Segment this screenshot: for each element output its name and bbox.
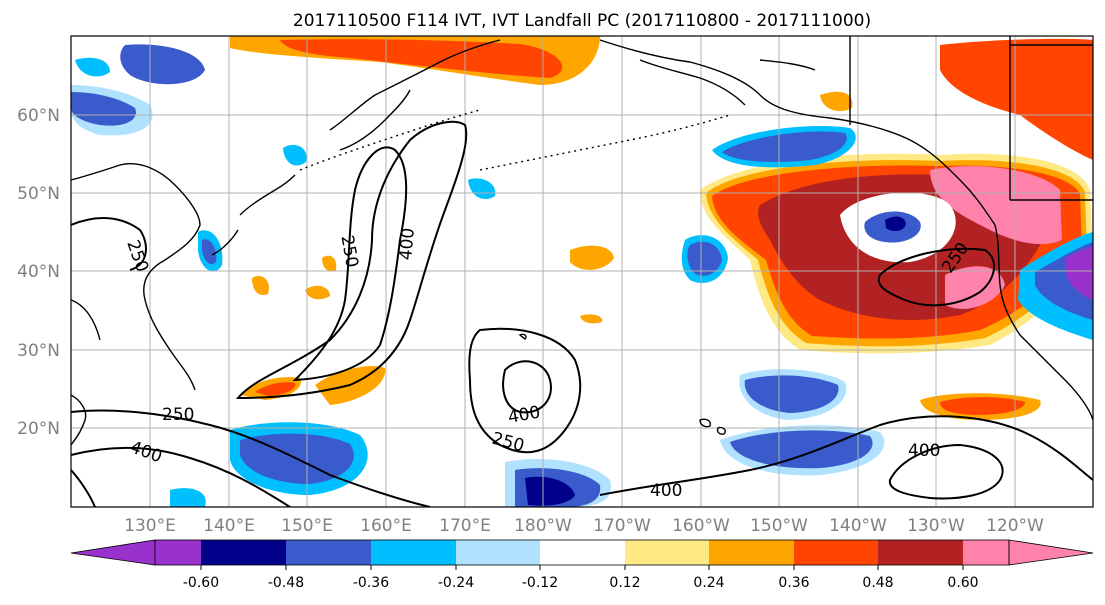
contour-400-east: [888, 443, 1004, 500]
map-panel: 250 400 250 250 400 250 400 400 250 400: [70, 35, 1094, 508]
negative-anomaly-region: [71, 92, 136, 126]
negative-anomaly-region: [202, 239, 217, 265]
contour-label: 400: [650, 481, 682, 501]
longitude-label: 120°W: [986, 516, 1044, 536]
negative-anomaly-region: [170, 488, 206, 507]
colorbar-segment: [794, 540, 878, 565]
contour-west-asia: [71, 217, 147, 271]
positive-anomaly-region: [580, 314, 603, 324]
colorbar-max-extension: [1008, 539, 1094, 566]
positive-anomaly-region: [252, 275, 269, 296]
colorbar-tick-label: -0.48: [268, 575, 304, 591]
contour-label: 250: [162, 405, 194, 425]
longitude-label: 180°W: [514, 516, 572, 536]
longitude-label: 140°E: [203, 516, 255, 536]
colorbar-tick-label: 0.48: [862, 575, 893, 591]
colorbar-segment: [286, 540, 371, 565]
figure-title: 2017110500 F114 IVT, IVT Landfall PC (20…: [293, 11, 871, 31]
positive-anomaly-region: [305, 285, 330, 300]
colorbar-segment: [155, 540, 201, 565]
contour-400-south: [599, 415, 1093, 496]
colorbar-tick-label: 0.36: [778, 575, 809, 591]
colorbar-segment: [709, 540, 794, 565]
negative-anomaly-region: [730, 430, 873, 469]
latitude-label: 30°N: [17, 341, 60, 361]
latitude-label: 40°N: [17, 262, 60, 282]
colorbar-segment: [201, 540, 286, 565]
latitude-label: 20°N: [17, 419, 60, 439]
positive-anomaly-region: [820, 91, 853, 112]
contour-400-central: [502, 360, 552, 414]
negative-anomaly-region: [1065, 246, 1093, 300]
latitude-label: 60°N: [17, 106, 60, 126]
longitude-label: 150°E: [281, 516, 333, 536]
colorbar-segment: [963, 540, 1009, 565]
negative-anomaly-region: [885, 216, 906, 232]
longitude-label: 160°E: [360, 516, 412, 536]
contour-label: 400: [396, 227, 419, 261]
positive-anomaly-region: [322, 255, 337, 272]
colorbar-segment: [625, 540, 709, 565]
colorbar-segment: [878, 540, 963, 565]
colorbar-tick-label: -0.60: [183, 575, 219, 591]
latitude-labels: 60°N 50°N 40°N 30°N 20°N: [17, 106, 60, 439]
longitude-label: 140°W: [829, 516, 887, 536]
contour-label: 400: [908, 441, 940, 461]
colorbar-outline: [154, 539, 1010, 566]
contour-250-east: [877, 247, 995, 307]
contour-400-southwest: [71, 446, 291, 507]
negative-anomaly-region: [283, 144, 307, 166]
colorbar-ticks: [200, 565, 964, 570]
positive-anomaly-region: [930, 166, 1062, 245]
negative-anomaly-region: [687, 241, 722, 276]
negative-anomaly-region: [525, 476, 575, 506]
colorbar-tick-label: 0.60: [947, 575, 978, 591]
longitude-labels: 130°E 140°E 150°E 160°E 170°E 180°W 170°…: [124, 516, 1044, 536]
contour-250-south: [71, 409, 431, 507]
negative-anomaly-region: [75, 57, 110, 77]
negative-anomaly-region: [722, 131, 847, 162]
longitude-label: 130°W: [907, 516, 965, 536]
contour-sw-small: [71, 469, 96, 507]
colorbar-segment: [540, 540, 625, 565]
contour-400-west: [292, 146, 408, 382]
coastlines: [71, 36, 1093, 446]
latitude-label: 50°N: [17, 184, 60, 204]
colorbar-tick-label: 0.24: [693, 575, 724, 591]
positive-anomaly-region: [940, 397, 1025, 415]
longitude-label: 130°E: [124, 516, 176, 536]
colorbar-min-extension: [70, 539, 156, 566]
positive-anomaly-region: [255, 382, 296, 396]
colorbar-tick-label: -0.12: [522, 575, 558, 591]
colorbar: -0.60 -0.48 -0.36 -0.24 -0.12 0.12 0.24 …: [70, 539, 1094, 591]
positive-anomaly-region: [940, 38, 1093, 160]
negative-anomaly-region: [120, 44, 205, 85]
negative-anomaly-region: [468, 178, 496, 200]
longitude-label: 170°E: [439, 516, 491, 536]
colorbar-tick-label: 0.12: [609, 575, 640, 591]
longitude-label: 160°W: [672, 516, 730, 536]
colorbar-tick-label: -0.36: [353, 575, 389, 591]
positive-anomaly-region: [280, 39, 563, 78]
negative-anomaly-region: [744, 375, 839, 413]
colorbar-segment: [456, 540, 540, 565]
colorbar-tick-labels: -0.60 -0.48 -0.36 -0.24 -0.12 0.12 0.24 …: [183, 575, 979, 591]
map-frame: [70, 35, 1094, 508]
colorbar-segment: [371, 540, 456, 565]
positive-anomaly-region: [570, 245, 614, 270]
map-gridlines: [71, 36, 1093, 507]
contour-250-west: [235, 120, 468, 400]
ivt-contours: [71, 120, 1093, 507]
positive-anomaly-region: [945, 266, 1005, 309]
contour-250-central: [468, 327, 582, 454]
longitude-label: 170°W: [593, 516, 651, 536]
longitude-label: 150°W: [750, 516, 808, 536]
colorbar-tick-label: -0.24: [438, 575, 474, 591]
